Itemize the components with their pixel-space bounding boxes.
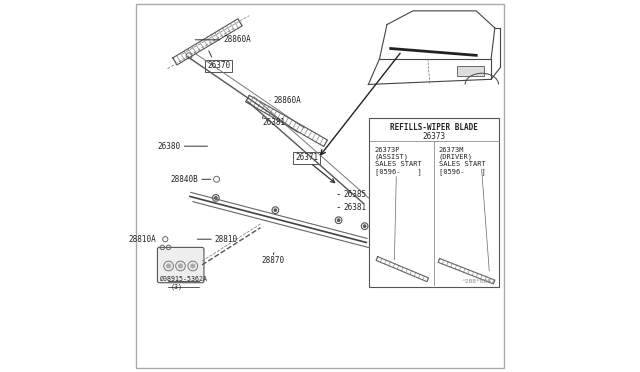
Text: 26380: 26380 — [157, 142, 181, 151]
Text: 26370: 26370 — [207, 61, 230, 70]
Text: 28840B: 28840B — [171, 175, 198, 184]
Text: (3): (3) — [170, 283, 182, 290]
Circle shape — [214, 196, 218, 199]
Text: 26373: 26373 — [423, 132, 446, 141]
Circle shape — [179, 264, 182, 268]
Text: Ø08915-5362A: Ø08915-5362A — [160, 276, 208, 282]
Text: [0596-    ]: [0596- ] — [374, 169, 421, 175]
FancyBboxPatch shape — [369, 118, 499, 287]
Text: 26371: 26371 — [295, 153, 318, 162]
Text: (DRIVER): (DRIVER) — [439, 154, 473, 160]
Text: REFILLS-WIPER BLADE: REFILLS-WIPER BLADE — [390, 124, 478, 132]
Text: (ASSIST): (ASSIST) — [374, 154, 409, 160]
Text: 26373P: 26373P — [374, 147, 400, 153]
Text: 28870: 28870 — [262, 256, 285, 265]
FancyBboxPatch shape — [205, 60, 232, 72]
Text: 26373M: 26373M — [439, 147, 465, 153]
Text: SALES START: SALES START — [439, 161, 486, 167]
Text: 26381: 26381 — [343, 203, 366, 212]
FancyBboxPatch shape — [293, 152, 320, 164]
Text: 28810A: 28810A — [129, 235, 156, 244]
Text: SALES START: SALES START — [374, 161, 421, 167]
Text: [0596-    ]: [0596- ] — [439, 169, 486, 175]
Circle shape — [274, 209, 277, 212]
Circle shape — [191, 264, 195, 268]
Text: 28860A: 28860A — [223, 35, 251, 44]
Circle shape — [167, 264, 170, 268]
Text: 26385: 26385 — [343, 190, 366, 199]
Text: 28860A: 28860A — [273, 96, 301, 105]
Text: ^288*0067: ^288*0067 — [462, 279, 495, 284]
Circle shape — [363, 225, 366, 228]
Circle shape — [337, 219, 340, 222]
Text: 28810: 28810 — [215, 235, 238, 244]
FancyBboxPatch shape — [157, 247, 204, 283]
Text: 26381: 26381 — [262, 118, 286, 127]
FancyBboxPatch shape — [457, 66, 484, 76]
